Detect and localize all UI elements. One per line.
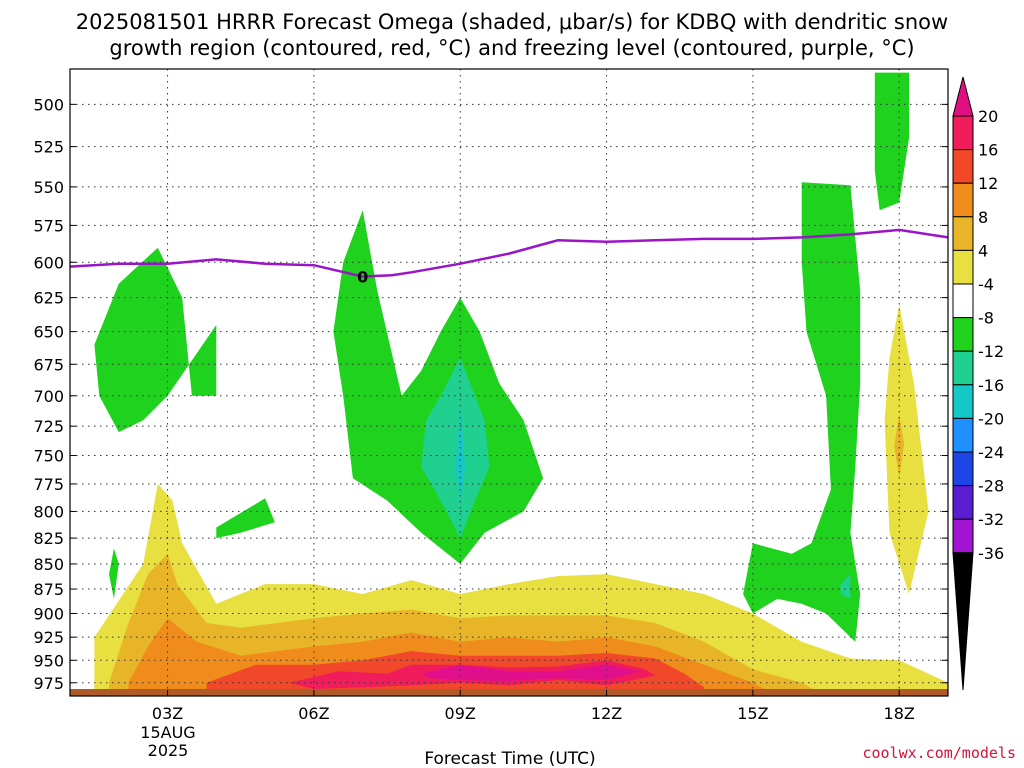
omega-region-10 (421, 357, 490, 539)
freezing-level-label: 0 (357, 268, 368, 287)
date-label-day: 15AUG (140, 723, 195, 742)
y-tick-label-750: 750 (33, 447, 64, 466)
colorbar: 20 16 12 8 4 -4 -8 -12 -16 -20 -24 -28 -32 -36 (952, 76, 1004, 691)
colorbar-cell-3 (952, 216, 974, 251)
x-tick-label-06Z: 06Z (298, 704, 329, 723)
time-axis: 03Z 06Z 09Z 12Z 15Z 18Z (152, 690, 915, 723)
credit-text: coolwx.com/models (862, 744, 1016, 762)
y-tick-label-850: 850 (33, 555, 64, 574)
omega-region-8 (94, 247, 217, 433)
colorbar-label-7: -12 (978, 342, 1004, 361)
colorbar-label-0: 20 (978, 107, 998, 126)
y-tick-label-650: 650 (33, 323, 64, 342)
omega-region-9 (333, 210, 544, 564)
colorbar-top-arrow (952, 76, 974, 117)
colorbar-label-8: -16 (978, 376, 1004, 395)
colorbar-label-2: 12 (978, 174, 998, 193)
freezing-level-layer: 0 (69, 228, 949, 287)
colorbar-label-1: 16 (978, 141, 998, 160)
plot-grid (70, 69, 948, 696)
y-tick-label-525: 525 (33, 138, 64, 157)
y-tick-label-900: 900 (33, 604, 64, 623)
colorbar-label-5: -4 (978, 275, 994, 294)
colorbar-cell-2 (952, 182, 974, 218)
y-tick-label-575: 575 (33, 216, 64, 235)
omega-region-15 (840, 574, 851, 599)
y-tick-label-675: 675 (33, 355, 64, 374)
omega-region-6 (884, 304, 929, 594)
y-tick-label-875: 875 (33, 580, 64, 599)
colorbar-label-3: 8 (978, 208, 988, 227)
x-axis-label: Forecast Time (UTC) (424, 749, 595, 768)
x-tick-label-03Z: 03Z (152, 704, 183, 723)
plot-frame (69, 68, 949, 697)
omega-region-14 (743, 182, 861, 642)
colorbar-label-10: -24 (978, 443, 1004, 462)
colorbar-label-12: -32 (978, 510, 1004, 529)
colorbar-cell-12 (952, 518, 974, 554)
colorbar-cell-10 (952, 451, 974, 487)
colorbar-bottom-arrow (952, 552, 974, 691)
y-tick-label-800: 800 (33, 502, 64, 521)
x-tick-label-18Z: 18Z (884, 704, 915, 723)
colorbar-label-11: -28 (978, 477, 1004, 496)
date-label-year: 2025 (148, 741, 189, 760)
freezing-level-contour (69, 228, 949, 278)
omega-region-5 (421, 664, 641, 681)
colorbar-cell-5 (952, 283, 974, 319)
ground-strip (70, 689, 948, 696)
colorbar-cell-0 (952, 115, 974, 151)
colorbar-cell-4 (952, 249, 974, 285)
y-tick-label-600: 600 (33, 253, 64, 272)
colorbar-cell-6 (952, 317, 974, 352)
colorbar-cell-11 (952, 485, 974, 520)
omega-region-16 (874, 72, 909, 211)
omega-shading (94, 72, 948, 696)
colorbar-cell-8 (952, 384, 974, 419)
y-tick-label-700: 700 (33, 387, 64, 406)
chart-title-line1: 2025081501 HRRR Forecast Omega (shaded, … (76, 10, 948, 34)
colorbar-cell-7 (952, 350, 974, 386)
colorbar-cell-9 (952, 417, 974, 453)
y-tick-label-625: 625 (33, 289, 64, 308)
x-tick-label-15Z: 15Z (737, 704, 768, 723)
colorbar-label-9: -20 (978, 409, 1004, 428)
omega-region-13 (109, 548, 119, 599)
y-tick-label-775: 775 (33, 475, 64, 494)
omega-region-12 (216, 498, 275, 539)
y-tick-label-825: 825 (33, 529, 64, 548)
chart-title-line2: growth region (contoured, red, °C) and f… (109, 36, 914, 60)
y-tick-label-975: 975 (33, 674, 64, 693)
x-tick-label-12Z: 12Z (591, 704, 622, 723)
y-tick-label-925: 925 (33, 628, 64, 647)
colorbar-cell-1 (952, 149, 974, 184)
x-tick-label-09Z: 09Z (445, 704, 476, 723)
omega-region-7 (894, 414, 905, 479)
colorbar-label-13: -36 (978, 544, 1004, 563)
y-tick-label-950: 950 (33, 651, 64, 670)
colorbar-label-4: 4 (978, 241, 988, 260)
y-tick-label-500: 500 (33, 95, 64, 114)
pressure-axis: 500 525 550 575 600 625 650 675 700 725 750 775 800 8… (33, 95, 948, 693)
y-tick-label-725: 725 (33, 417, 64, 436)
colorbar-label-6: -8 (978, 309, 994, 328)
y-tick-label-550: 550 (33, 178, 64, 197)
